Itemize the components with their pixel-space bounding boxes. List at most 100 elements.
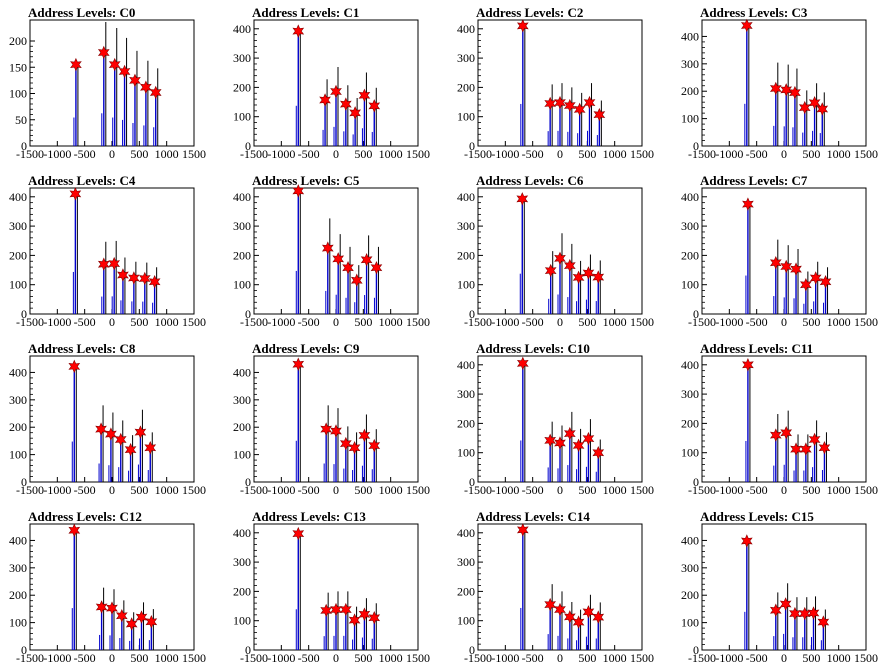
x-tick-label: 0 xyxy=(109,651,115,665)
x-tick-label: -1000 xyxy=(491,651,519,665)
x-tick-label: -1000 xyxy=(267,315,295,329)
panel-title: Address Levels: C3 xyxy=(700,5,808,20)
peak-marker xyxy=(68,359,81,374)
peak-marker xyxy=(129,73,141,88)
y-tick-label: 100 xyxy=(233,448,251,462)
x-tick-label: 500 xyxy=(802,315,820,329)
peak-marker xyxy=(516,192,529,206)
x-tick-label: -1500 xyxy=(688,483,716,497)
y-tick-label: 200 xyxy=(681,84,699,98)
x-tick-label: -1000 xyxy=(491,147,519,161)
peak-marker xyxy=(332,252,345,266)
x-tick-label: 1000 xyxy=(379,483,403,497)
x-tick-label: 1500 xyxy=(854,651,878,665)
peak-marker xyxy=(106,601,118,615)
plot-frame xyxy=(29,187,195,315)
peak-marker xyxy=(330,424,342,438)
y-tick-label: 100 xyxy=(457,446,475,460)
y-tick-label: 200 xyxy=(9,248,27,262)
x-tick-label: 500 xyxy=(130,147,148,161)
x-tick-label: 0 xyxy=(557,147,563,161)
x-tick-label: -500 xyxy=(522,651,544,665)
x-tick-label: 0 xyxy=(333,147,339,161)
y-tick-label: 0 xyxy=(469,475,475,489)
x-tick-label: 0 xyxy=(781,651,787,665)
y-tick-label: 100 xyxy=(457,110,475,124)
plot-frame xyxy=(701,187,867,315)
x-tick-label: 1000 xyxy=(379,147,403,161)
y-tick-label: 300 xyxy=(233,51,251,65)
peak-marker xyxy=(593,107,606,122)
y-tick-label: 0 xyxy=(21,643,27,657)
y-tick-label: 200 xyxy=(457,584,475,598)
x-tick-label: 500 xyxy=(802,651,820,665)
y-tick-label: 400 xyxy=(457,190,475,204)
y-tick-label: 100 xyxy=(9,616,27,630)
peak-marker xyxy=(807,606,820,620)
peak-marker xyxy=(769,81,782,96)
y-tick-label: 200 xyxy=(233,80,251,94)
x-tick-label: -1000 xyxy=(715,483,743,497)
y-tick-label: 0 xyxy=(693,139,699,153)
y-tick-label: 0 xyxy=(469,643,475,657)
x-tick-label: -1500 xyxy=(240,483,268,497)
x-tick-label: 1500 xyxy=(630,651,654,665)
histogram-panel: Address Levels: C1 0 100 200 300 400 -1500 -100… xyxy=(233,5,430,161)
y-tick-label: 400 xyxy=(457,22,475,36)
y-tick-label: 200 xyxy=(9,34,27,48)
panel-title: Address Levels: C1 xyxy=(252,5,359,20)
peak-marker xyxy=(769,603,782,618)
peak-marker xyxy=(348,441,361,455)
peak-marker xyxy=(68,523,81,538)
peak-marker xyxy=(800,442,812,456)
x-tick-label: 1000 xyxy=(603,483,627,497)
x-tick-label: -1000 xyxy=(43,483,71,497)
x-tick-label: -500 xyxy=(746,147,768,161)
x-tick-label: 0 xyxy=(557,315,563,329)
peak-marker xyxy=(108,57,121,72)
y-tick-label: 0 xyxy=(21,139,27,153)
peak-marker xyxy=(516,19,529,33)
y-tick-label: 300 xyxy=(681,57,699,71)
peak-marker xyxy=(544,96,557,111)
x-tick-label: -1000 xyxy=(43,651,71,665)
panel-title: Address Levels: C13 xyxy=(252,509,366,524)
y-tick-label: 200 xyxy=(233,584,251,598)
peak-marker xyxy=(368,438,381,453)
y-tick-label: 50 xyxy=(15,113,27,127)
x-tick-label: -500 xyxy=(298,147,320,161)
x-tick-label: 0 xyxy=(333,651,339,665)
y-tick-label: 0 xyxy=(469,139,475,153)
x-tick-label: 0 xyxy=(557,651,563,665)
y-tick-label: 300 xyxy=(233,393,251,407)
y-tick-label: 100 xyxy=(681,446,699,460)
peak-marker xyxy=(800,277,812,292)
y-tick-label: 0 xyxy=(693,643,699,657)
peak-marker xyxy=(572,438,585,453)
peak-marker xyxy=(582,605,595,619)
x-tick-label: 500 xyxy=(130,483,148,497)
peak-marker xyxy=(105,427,117,441)
y-tick-label: 100 xyxy=(9,278,27,292)
x-tick-label: -500 xyxy=(298,651,320,665)
peak-marker xyxy=(115,609,128,623)
peak-marker xyxy=(809,271,822,285)
y-tick-label: 400 xyxy=(9,365,27,379)
x-tick-label: -1500 xyxy=(16,483,44,497)
y-tick-label: 100 xyxy=(233,614,251,628)
y-tick-label: 400 xyxy=(9,190,27,204)
peak-marker xyxy=(148,275,161,289)
peak-marker xyxy=(572,615,585,629)
peak-marker xyxy=(125,617,138,631)
x-tick-label: -500 xyxy=(298,315,320,329)
y-tick-label: 400 xyxy=(681,533,699,547)
plot-frame xyxy=(29,355,195,483)
peak-marker xyxy=(544,433,557,448)
peak-marker xyxy=(817,615,830,629)
peak-marker xyxy=(370,260,383,275)
peak-marker xyxy=(358,607,371,621)
peak-marker xyxy=(128,271,140,285)
peak-marker xyxy=(582,266,595,280)
x-tick-label: -500 xyxy=(74,147,96,161)
x-tick-label: 1500 xyxy=(406,651,430,665)
